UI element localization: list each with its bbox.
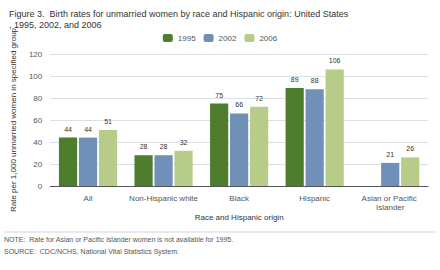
svg-text:66: 66 <box>235 101 243 108</box>
svg-text:Black: Black <box>229 194 250 203</box>
svg-text:All: All <box>84 194 93 203</box>
svg-text:106: 106 <box>329 57 341 64</box>
svg-text:51: 51 <box>104 118 112 125</box>
svg-text:100: 100 <box>29 72 43 81</box>
svg-text:20: 20 <box>33 160 42 169</box>
svg-text:21: 21 <box>386 151 394 158</box>
svg-text:Race and Hispanic origin: Race and Hispanic origin <box>195 213 284 222</box>
svg-text:Asian or Pacific: Asian or Pacific <box>362 194 419 203</box>
svg-text:60: 60 <box>33 116 42 125</box>
svg-text:2002: 2002 <box>219 34 237 43</box>
svg-text:Non-Hispanic white: Non-Hispanic white <box>129 194 198 203</box>
svg-text:Figure 3. Birth rates for unm: Figure 3. Birth rates for unmarried wome… <box>9 9 349 19</box>
svg-text:26: 26 <box>406 145 414 152</box>
svg-text:SOURCE: CDC/NCHS, National Vi: SOURCE: CDC/NCHS, National Vital Statist… <box>4 248 179 256</box>
svg-text:0: 0 <box>38 182 43 191</box>
svg-text:80: 80 <box>33 94 42 103</box>
svg-text:Rate per 1,000 unmarried women: Rate per 1,000 unmarried women in specif… <box>9 27 18 212</box>
svg-text:32: 32 <box>180 139 188 146</box>
svg-text:1995: 1995 <box>178 34 196 43</box>
svg-text:28: 28 <box>160 143 168 150</box>
svg-text:120: 120 <box>29 50 43 59</box>
svg-text:Hispanic: Hispanic <box>299 194 330 203</box>
svg-text:40: 40 <box>33 138 42 147</box>
svg-text:2006: 2006 <box>259 34 277 43</box>
svg-text:44: 44 <box>84 126 92 133</box>
svg-text:75: 75 <box>215 92 223 99</box>
svg-text:, 1995, 2002, and 2006: , 1995, 2002, and 2006 <box>9 20 102 30</box>
svg-text:44: 44 <box>64 126 72 133</box>
svg-text:72: 72 <box>255 95 263 102</box>
svg-text:88: 88 <box>311 77 319 84</box>
svg-text:NOTE: Rate for Asian or Pacif: NOTE: Rate for Asian or Pacific Islander… <box>4 236 233 243</box>
svg-text:89: 89 <box>291 76 299 83</box>
svg-text:28: 28 <box>140 143 148 150</box>
svg-text:Islander: Islander <box>376 203 405 212</box>
